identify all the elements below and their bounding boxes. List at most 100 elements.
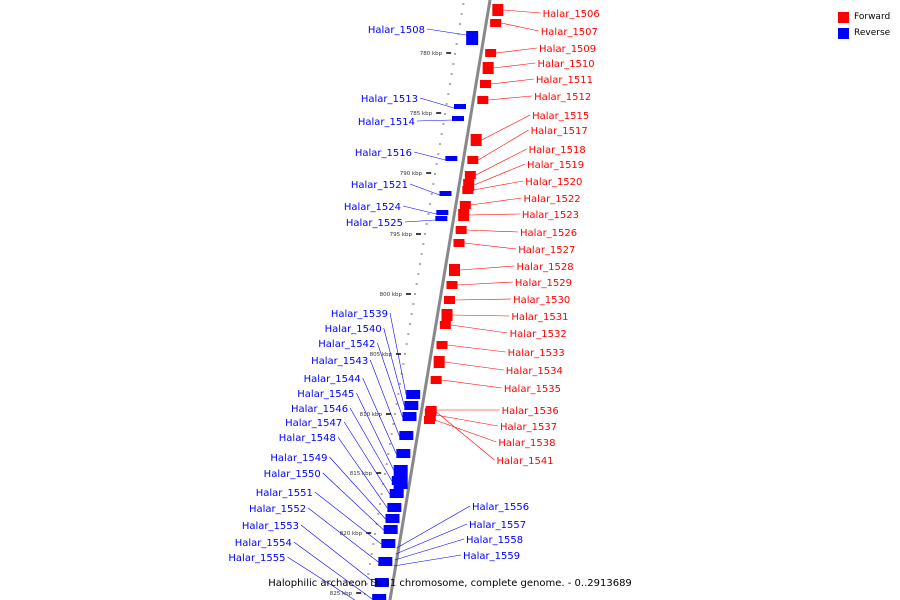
reverse-gene-block: [406, 390, 421, 399]
forward-leader: [436, 411, 495, 461]
reverse-gene-block: [445, 156, 458, 161]
forward-gene-label: Halar_1533: [508, 348, 565, 359]
reverse-gene-block: [399, 431, 414, 440]
reverse-gene-label: Halar_1554: [235, 538, 292, 549]
forward-leader: [447, 344, 506, 353]
reverse-gene-block: [385, 514, 400, 523]
forward-gene-block: [424, 416, 435, 424]
forward-leader: [464, 242, 517, 250]
reverse-gene-label: Halar_1546: [291, 404, 348, 415]
legend-reverse-swatch: [838, 27, 849, 39]
reverse-gene-label: Halar_1542: [318, 339, 375, 350]
tick-label: 810 kbp: [360, 412, 383, 418]
forward-gene-block: [490, 19, 502, 27]
reverse-leader: [322, 472, 384, 531]
legend: Forward Reverse: [838, 9, 890, 41]
reverse-gene-block: [435, 216, 448, 221]
forward-gene-block: [482, 62, 494, 74]
reverse-gene-label: Halar_1516: [355, 148, 412, 159]
reverse-gene-label: Halar_1521: [351, 180, 408, 191]
forward-gene-label: Halar_1509: [539, 44, 596, 55]
forward-leader: [452, 314, 510, 317]
reverse-gene-block: [402, 412, 417, 421]
forward-leader: [488, 95, 533, 101]
reverse-leader: [413, 151, 446, 161]
legend-reverse-label: Reverse: [854, 28, 891, 38]
reverse-leader: [287, 556, 356, 600]
forward-gene-label: Halar_1528: [517, 262, 574, 273]
tick-label: 805 kbp: [370, 352, 393, 358]
legend-forward-label: Forward: [854, 12, 891, 22]
tick-label: 825 kbp: [330, 591, 353, 597]
forward-gene-label: Halar_1510: [537, 59, 594, 70]
reverse-gene-label: Halar_1545: [297, 389, 354, 400]
reverse-leader: [393, 554, 462, 567]
forward-gene-block: [458, 209, 470, 221]
reverse-leader: [426, 28, 467, 36]
forward-gene-block: [439, 321, 451, 329]
forward-gene-block: [459, 201, 471, 209]
reverse-gene-label: Halar_1525: [346, 218, 403, 229]
reverse-leader: [369, 359, 400, 437]
reverse-gene-block: [404, 401, 419, 410]
forward-gene-label: Halar_1530: [513, 295, 570, 306]
tick-label: 785 kbp: [410, 111, 433, 117]
forward-gene-block: [485, 49, 497, 57]
forward-gene-block: [480, 80, 491, 88]
legend-reverse: Reverse: [838, 25, 890, 41]
forward-leader: [454, 298, 512, 301]
forward-leader: [478, 129, 529, 161]
reverse-gene-block: [389, 489, 404, 498]
tick-label: 800 kbp: [380, 292, 403, 298]
forward-leader: [450, 324, 508, 334]
forward-leader: [435, 414, 499, 427]
reverse-gene-label: Halar_1551: [256, 488, 313, 499]
reverse-gene-label: Halar_1553: [242, 521, 299, 532]
reverse-gene-label: Halar_1555: [228, 553, 285, 564]
forward-leader: [441, 379, 502, 389]
reverse-gene-label: Halar_1540: [325, 324, 382, 335]
forward-leader: [457, 281, 513, 286]
forward-gene-label: Halar_1535: [504, 384, 561, 395]
forward-leader: [473, 180, 524, 191]
reverse-gene-label: Halar_1552: [249, 504, 306, 515]
reverse-leader: [293, 541, 373, 600]
reverse-gene-label: Halar_1547: [285, 418, 342, 429]
forward-gene-block: [425, 408, 437, 416]
forward-gene-block: [464, 171, 476, 179]
forward-gene-label: Halar_1522: [524, 194, 581, 205]
forward-gene-block: [433, 356, 445, 368]
forward-gene-label: Halar_1523: [522, 210, 579, 221]
forward-gene-block: [462, 186, 474, 194]
forward-gene-block: [436, 341, 448, 349]
reverse-gene-block: [436, 210, 449, 215]
reverse-gene-block: [466, 31, 479, 45]
reverse-gene-block: [378, 557, 393, 566]
reverse-gene-label: Halar_1524: [344, 202, 401, 213]
reverse-leader: [337, 436, 388, 509]
reverse-gene-label: Halar_1558: [466, 535, 523, 546]
forward-gene-block: [430, 376, 442, 384]
forward-gene-label: Halar_1519: [527, 160, 584, 171]
reverse-leader: [394, 538, 465, 561]
forward-leader: [481, 114, 531, 141]
forward-gene-block: [467, 156, 479, 164]
forward-gene-block: [470, 134, 482, 146]
reverse-gene-label: Halar_1514: [358, 117, 415, 128]
forward-gene-label: Halar_1507: [541, 27, 598, 38]
forward-gene-block: [492, 4, 504, 16]
forward-leader: [496, 47, 538, 54]
tick-marks: 780 kbp 785 kbp 790 kbp 795 kbp 800 kbp 805 k…: [330, 3, 465, 597]
tick-label: 780 kbp: [420, 51, 443, 57]
forward-leader: [475, 148, 527, 176]
chromosome-axis: [388, 0, 492, 600]
reverse-leader: [343, 421, 390, 495]
forward-leader: [503, 9, 541, 14]
reverse-gene-label: Halar_1559: [463, 551, 520, 562]
reverse-leader: [329, 456, 386, 520]
forward-gene-label: Halar_1506: [543, 9, 600, 20]
reverse-gene-label: Halar_1513: [361, 94, 418, 105]
reverse-gene-block: [452, 116, 464, 121]
forward-gene-label: Halar_1515: [532, 111, 589, 122]
